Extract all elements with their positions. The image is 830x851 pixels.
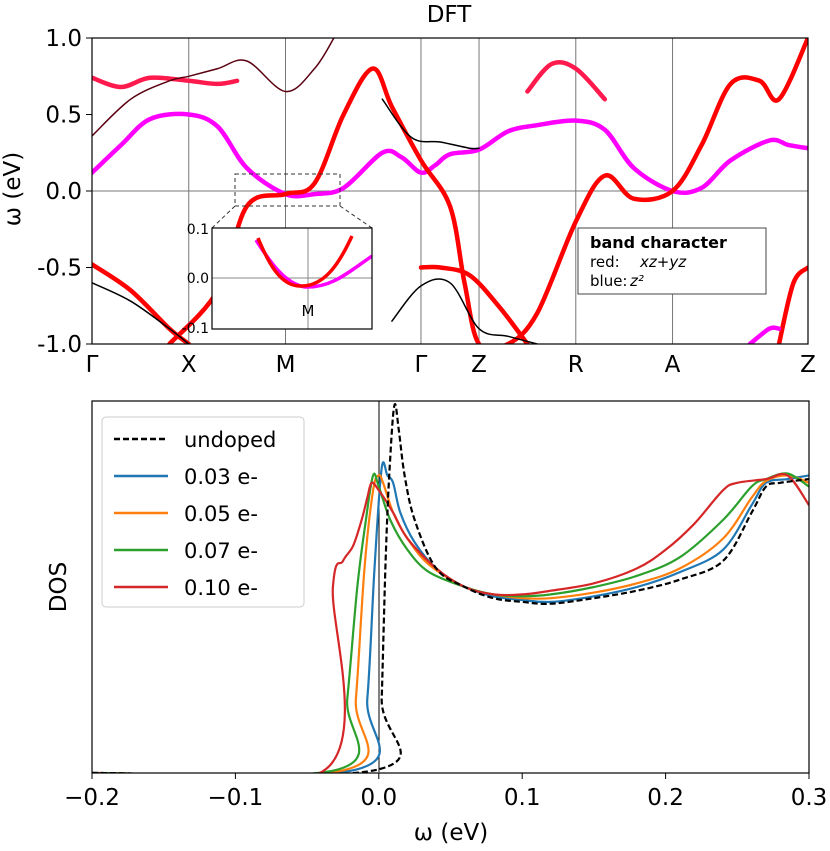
band-legend-red-value: xz+yz xyxy=(639,253,687,271)
band-line xyxy=(92,38,335,137)
band-legend: band character red: xz+yz blue: z² xyxy=(577,227,767,295)
band-kpoint-label: M xyxy=(276,352,296,378)
dos-legend-label: 0.07 e- xyxy=(184,539,258,563)
band-ytick-label: -0.5 xyxy=(37,256,82,282)
band-kpoint-label: X xyxy=(181,352,197,378)
dos-line xyxy=(92,472,809,773)
band-kpoint-label: R xyxy=(568,352,584,378)
band-ytick-label: -1.0 xyxy=(37,332,82,358)
dos-legend-label: 0.10 e- xyxy=(184,576,258,600)
dos-xtick-label: −0.2 xyxy=(64,785,120,811)
dos-xtick-label: 0.1 xyxy=(504,785,541,811)
band-lines xyxy=(92,38,808,344)
band-ytick-label: 0.0 xyxy=(45,179,82,205)
band-line xyxy=(525,59,608,102)
inset-ytick-0.1: 0.1 xyxy=(187,222,209,238)
band-line xyxy=(92,75,240,90)
inset: 0.1 0.0 -0.1 M xyxy=(182,222,373,337)
dos-plot-frame xyxy=(91,400,810,774)
dos-xlabel: ω (eV) xyxy=(414,820,488,846)
band-line xyxy=(418,264,530,344)
dos-legend: undoped 0.03 e- 0.05 e- 0.07 e- 0.10 e- xyxy=(101,416,305,608)
dos-lines xyxy=(92,403,809,773)
band-legend-red-label: red: xyxy=(590,253,620,271)
inset-ytick-0.0: 0.0 xyxy=(187,271,209,287)
band-kpoint-label: Z xyxy=(800,352,816,378)
band-ytick-label: 1.0 xyxy=(45,26,82,52)
inset-ytick--0.1: -0.1 xyxy=(182,321,209,337)
band-line xyxy=(92,111,808,199)
band-line xyxy=(92,282,190,344)
band-kpoint-label: A xyxy=(665,352,681,378)
dos-xtick-label: −0.1 xyxy=(207,785,263,811)
dos-xtick-label: 0.3 xyxy=(791,785,828,811)
band-legend-blue-label: blue: xyxy=(590,272,627,290)
inset-xlabel: M xyxy=(302,302,315,320)
band-legend-title: band character xyxy=(590,233,727,252)
dos-xtick-label: 0.0 xyxy=(361,785,398,811)
band-plot-frame xyxy=(91,37,809,345)
dos-line xyxy=(92,403,809,773)
band-yticks: 1.0 0.5 0.0 -0.5 -1.0 xyxy=(37,26,92,358)
dos-ylabel: DOS xyxy=(46,562,72,612)
band-line xyxy=(776,265,808,344)
band-legend-blue-value: z² xyxy=(629,272,644,290)
dos-xtick-label: 0.2 xyxy=(647,785,684,811)
band-ytick-label: 0.5 xyxy=(45,103,82,129)
band-line xyxy=(381,98,480,150)
dos-xticks: −0.2 −0.1 0.0 0.1 0.2 0.3 xyxy=(64,773,827,811)
band-title: DFT xyxy=(427,2,473,28)
band-kpoint-label: Z xyxy=(471,352,487,378)
band-kpoint-label: Γ xyxy=(415,352,428,378)
inset-zoom-indicator xyxy=(211,173,373,229)
band-kpoint-label: Γ xyxy=(86,352,99,378)
band-ylabel: ω (eV) xyxy=(0,152,26,226)
inset-band-red xyxy=(256,235,354,288)
band-line xyxy=(391,278,538,344)
dos-legend-label: 0.03 e- xyxy=(184,465,258,489)
dos-legend-label: undoped xyxy=(184,428,276,452)
dos-legend-label: 0.05 e- xyxy=(184,502,258,526)
band-line xyxy=(747,325,782,344)
